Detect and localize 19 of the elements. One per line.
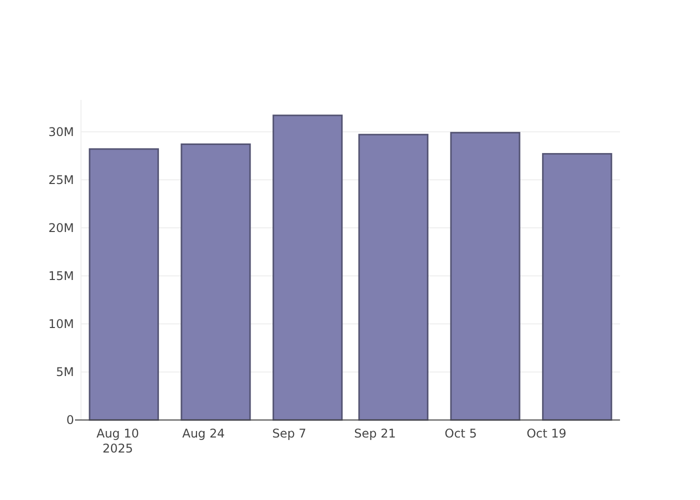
x-tick-label: Oct 5: [444, 426, 477, 441]
x-tick-label: Sep 21: [354, 426, 396, 441]
bar: [88, 148, 159, 421]
y-tick-label: 25M: [48, 172, 74, 187]
x-tick-label: Sep 7: [272, 426, 306, 441]
bar: [180, 143, 251, 421]
y-tick-label: 10M: [48, 317, 74, 332]
x-tick-label: Aug 24: [182, 426, 225, 441]
y-tick-label: 0: [66, 413, 74, 428]
bar: [542, 153, 612, 421]
bar: [358, 134, 428, 421]
bar: [272, 114, 343, 421]
y-tick-label: 5M: [56, 365, 74, 380]
y-tick-label: 30M: [48, 124, 74, 139]
x-tick-label: Oct 19: [526, 426, 566, 441]
x-tick-label: Aug 10 2025: [96, 426, 140, 456]
y-tick-label: 15M: [48, 269, 74, 284]
y-tick-label: 20M: [48, 221, 74, 236]
bar: [450, 132, 520, 421]
